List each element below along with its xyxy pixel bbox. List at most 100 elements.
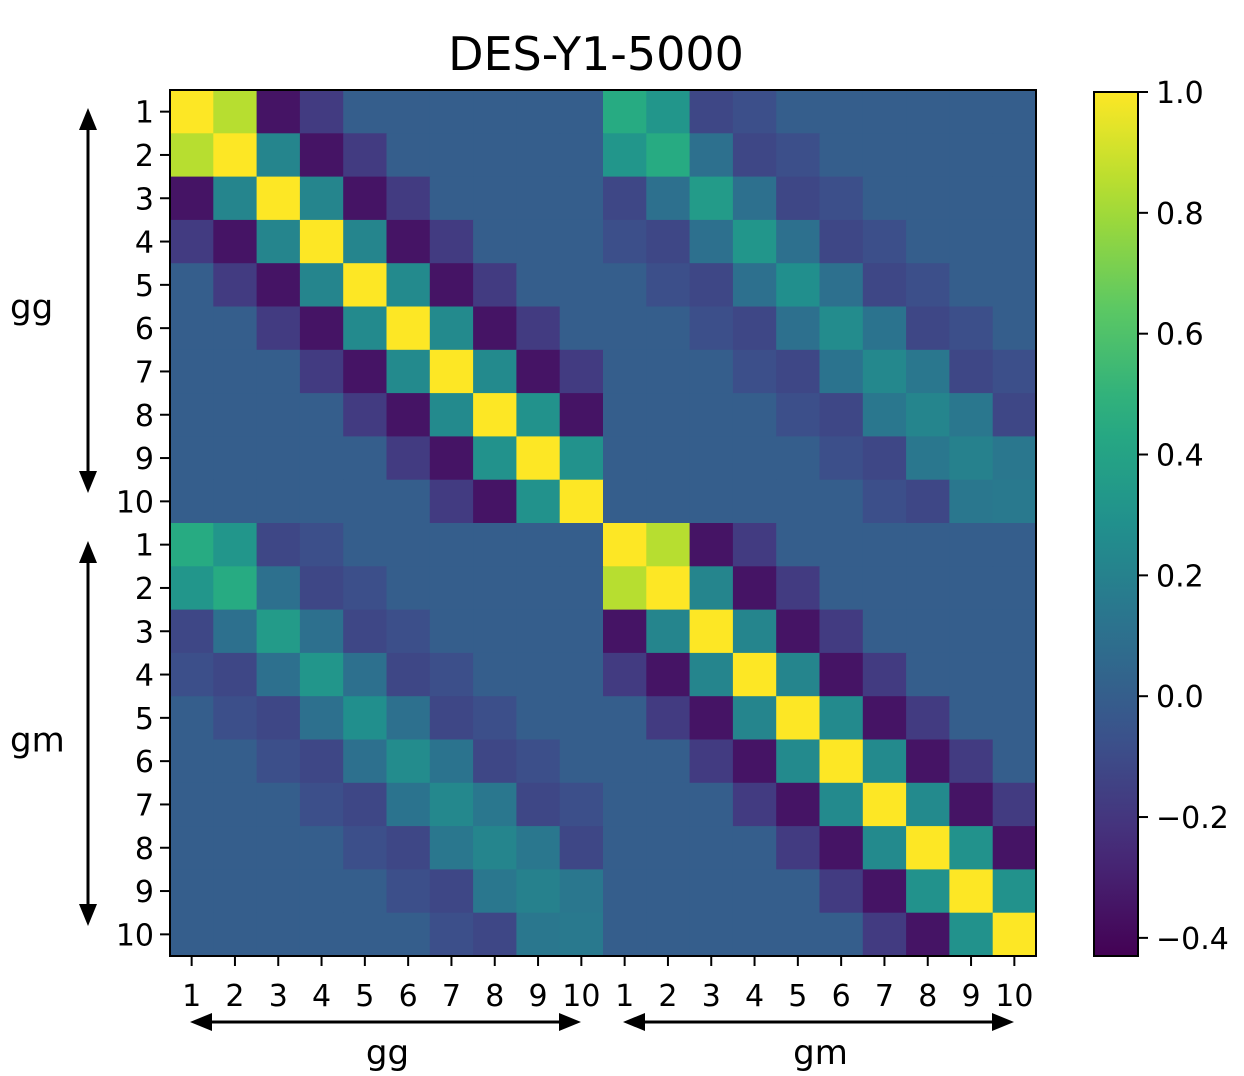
heatmap-cell [603,869,647,914]
heatmap-cell [473,826,517,870]
heatmap-cell [213,696,258,741]
heatmap-cell [949,566,994,611]
heatmap-cell [689,176,734,221]
heatmap-cell [862,219,907,264]
heatmap-cells [170,90,1037,957]
heatmap-cell [906,912,950,957]
heatmap-cell [386,349,431,394]
heatmap-cell [992,393,1037,437]
colorbar-gradient [1094,92,1138,956]
heatmap-cell [603,652,647,697]
heatmap-cell [473,393,517,437]
heatmap-cell [776,393,821,437]
heatmap-cell [689,219,734,264]
heatmap-cell [170,912,214,957]
heatmap-cell [213,263,258,308]
heatmap-cell [386,782,431,827]
heatmap-cell [256,826,301,870]
col-tick-labels: 1 2 3 4 5 6 7 8 9 10 1 2 3 4 5 6 7 8 9 10 [182,956,1033,1014]
heatmap-cell [992,90,1037,134]
heatmap-cell [646,436,691,481]
heatmap-cell [603,436,647,481]
heatmap-cell [213,739,258,784]
heatmap-cell [343,219,388,264]
row-tick-label: 8 [135,832,154,867]
heatmap-cell [386,263,431,308]
heatmap-cell [299,90,344,134]
heatmap-cell [689,133,734,178]
heatmap-cell [819,912,864,957]
colorbar-tick-label: −0.2 [1156,801,1229,836]
col-tick-label: 3 [702,979,721,1014]
row-tick-label: 2 [135,139,154,174]
heatmap-cell [213,436,258,481]
heatmap-cell [256,90,301,134]
heatmap-cell [862,349,907,394]
heatmap-cell [516,609,561,654]
row-tick-label: 2 [135,572,154,607]
heatmap-cell [949,393,994,437]
heatmap-cell [862,263,907,308]
heatmap-cell [819,523,864,567]
colorbar-tick-label: −0.4 [1156,922,1229,957]
heatmap-cell [646,176,691,221]
heatmap-cell [776,696,821,741]
heatmap-cell [819,869,864,914]
heatmap-cell [906,219,950,264]
heatmap-cell [299,652,344,697]
heatmap-cell [949,782,994,827]
heatmap-cell [386,912,431,957]
heatmap-cell [689,393,734,437]
heatmap-cell [516,566,561,611]
heatmap-cell [343,393,388,437]
heatmap-cell [473,219,517,264]
row-tick-label: 1 [135,96,154,131]
heatmap-cell [862,133,907,178]
heatmap-cell [343,782,388,827]
heatmap-cell [776,523,821,567]
heatmap-cell [862,523,907,567]
heatmap-cell [256,609,301,654]
heatmap-cell [213,523,258,567]
heatmap-cell [732,523,777,567]
heatmap-cell [473,609,517,654]
group-arrow-head [623,1013,645,1031]
heatmap-cell [646,263,691,308]
heatmap-cell [559,219,604,264]
col-tick-label: 6 [399,979,418,1014]
heatmap-cell [776,349,821,394]
heatmap-cell [170,696,214,741]
heatmap-cell [689,782,734,827]
col-group-label: gg [366,1033,409,1073]
heatmap-cell [473,739,517,784]
col-tick-label: 6 [832,979,851,1014]
heatmap-cell [646,652,691,697]
heatmap-cell [646,609,691,654]
heatmap-cell [213,176,258,221]
heatmap-cell [170,219,214,264]
heatmap-cell [429,782,474,827]
heatmap-cell [689,479,734,524]
heatmap-cell [732,652,777,697]
heatmap-cell [862,696,907,741]
colorbar-tick-label: 1.0 [1156,76,1204,111]
heatmap-cell [819,90,864,134]
heatmap-cell [992,696,1037,741]
heatmap-cell [516,869,561,914]
heatmap-cell [646,479,691,524]
heatmap-cell [862,90,907,134]
heatmap-cell [170,739,214,784]
heatmap-cell [906,782,950,827]
heatmap-cell [170,393,214,437]
heatmap-cell [559,869,604,914]
col-tick-label: 4 [312,979,331,1014]
heatmap-cell [776,869,821,914]
heatmap-cell [862,869,907,914]
heatmap-cell [473,90,517,134]
heatmap-cell [473,133,517,178]
heatmap-cell [516,479,561,524]
heatmap-cell [603,349,647,394]
heatmap-cell [473,523,517,567]
heatmap-cell [689,90,734,134]
